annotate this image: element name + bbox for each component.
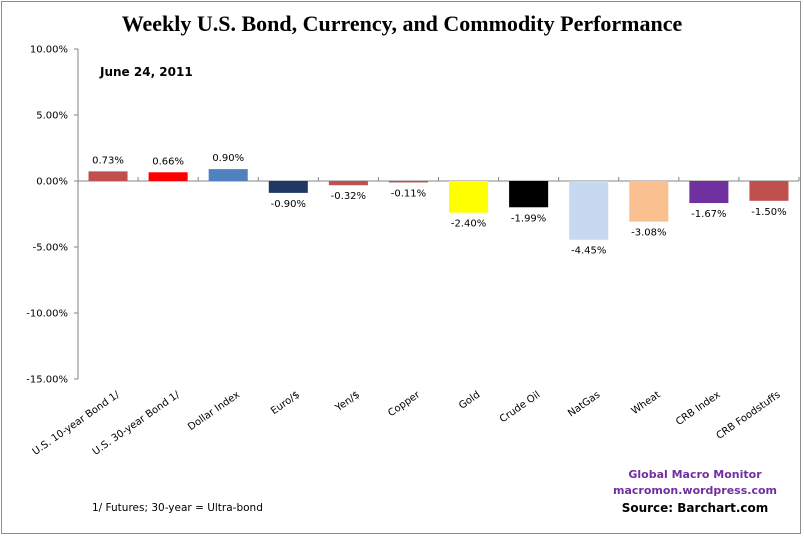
x-category-label: Wheat xyxy=(630,389,663,417)
y-tick-label: 5.00% xyxy=(36,111,68,122)
x-category-label: Dollar Index xyxy=(186,389,242,433)
x-category-label: Gold xyxy=(457,389,482,411)
source-note: Source: Barchart.com xyxy=(621,501,769,515)
bar xyxy=(569,181,609,240)
bar-value-label: -0.90% xyxy=(271,199,306,210)
x-category-label: CRB Foodstuffs xyxy=(714,389,782,441)
bar-value-label: -1.50% xyxy=(751,207,786,218)
bar-value-label: 0.66% xyxy=(152,156,184,167)
bar xyxy=(509,181,549,208)
x-category-label: NatGas xyxy=(566,389,602,419)
bar xyxy=(449,181,489,213)
y-tick-label: 0.00% xyxy=(36,177,68,188)
credit-blog-url: macromon.wordpress.com xyxy=(612,484,777,497)
chart-subtitle-date: June 24, 2011 xyxy=(100,65,193,79)
x-category-label: Crude Oil xyxy=(498,389,542,425)
bar-value-label: -3.08% xyxy=(631,228,666,239)
bar xyxy=(388,181,428,183)
bar-value-label: 0.73% xyxy=(92,155,124,166)
bar xyxy=(328,181,368,186)
x-category-label: CRB Index xyxy=(674,389,723,428)
bar-value-label: -0.32% xyxy=(331,191,366,202)
bar xyxy=(629,181,669,222)
x-category-label: Euro/$ xyxy=(269,389,302,417)
bar xyxy=(689,181,729,204)
credit-blog-name: Global Macro Monitor xyxy=(628,468,762,481)
bar xyxy=(268,181,308,193)
footnote: 1/ Futures; 30-year = Ultra-bond xyxy=(92,502,263,514)
x-category-label: Copper xyxy=(386,389,423,419)
chart-title: Weekly U.S. Bond, Currency, and Commodit… xyxy=(121,11,683,36)
bar-value-label: -2.40% xyxy=(451,219,486,230)
bar-value-label: -4.45% xyxy=(571,246,606,257)
y-tick-label: -5.00% xyxy=(33,243,68,254)
x-category-label: Yen/$ xyxy=(333,389,362,414)
bar xyxy=(88,171,128,181)
y-tick-label: -15.00% xyxy=(26,375,68,386)
bar-value-label: -1.67% xyxy=(691,209,726,220)
bar xyxy=(749,181,789,201)
bar-value-label: -0.11% xyxy=(391,188,426,199)
bar xyxy=(208,169,248,181)
y-tick-label: 10.00% xyxy=(30,45,68,56)
y-tick-label: -10.00% xyxy=(26,309,68,320)
bar-value-label: -1.99% xyxy=(511,213,546,224)
bar xyxy=(148,172,188,181)
bar-value-label: 0.90% xyxy=(212,153,244,164)
